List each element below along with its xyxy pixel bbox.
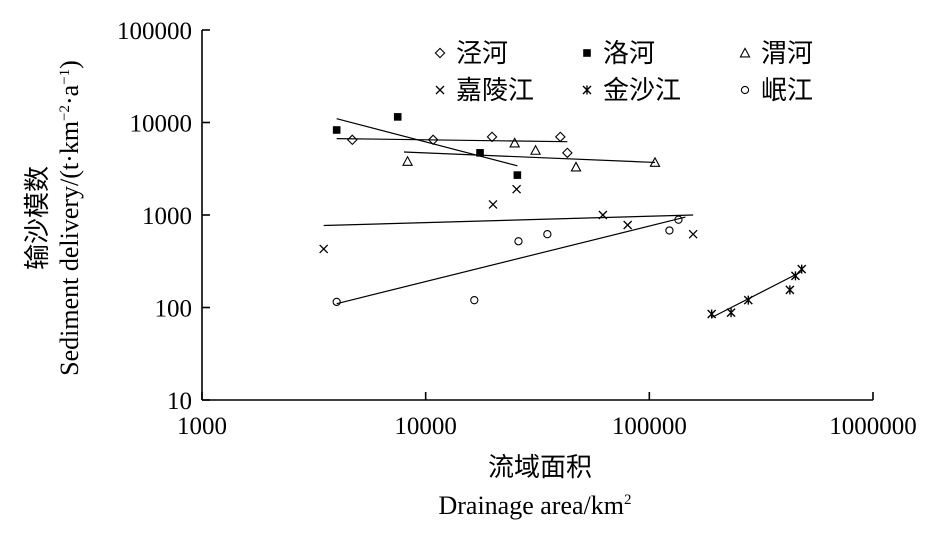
data-point [743,295,753,305]
data-point [319,244,329,254]
data-point [402,155,414,166]
trend-line [336,118,518,167]
legend-marker [582,85,592,95]
legend-label: 洛河 [603,39,655,69]
legend-marker [739,47,751,58]
data-point [570,161,582,172]
data-point [623,220,633,230]
y-tick-label: 1000 [142,203,192,230]
legend-marker [434,47,446,59]
legend-item: 泾河 [434,39,508,69]
data-point [530,144,542,155]
x-tick-label: 1000000 [829,413,917,440]
series-points [319,184,698,254]
data-point [512,184,522,194]
legend-item: 金沙江 [582,76,681,106]
data-point [509,137,521,148]
data-point [486,131,498,143]
trend-line [336,216,686,305]
y-axis-ticks: 10 100 1000 10000 100000 [117,18,210,415]
y-tick-label: 10000 [130,111,193,138]
x-tick-label: 10000 [394,413,457,440]
x-axis-ticks: 1000 10000 100000 1000000 [177,392,917,440]
data-point [649,156,661,167]
data-point [561,147,573,159]
legend-label: 金沙江 [603,76,681,106]
legend-marker [435,85,445,95]
data-point [674,215,683,224]
x-tick-label: 1000 [177,413,227,440]
y-tick-label: 10 [167,388,192,415]
series-points [402,137,661,172]
legend-item: 岷江 [740,76,813,106]
legend-marker [583,49,591,57]
data-point [346,134,358,146]
data-points [319,113,807,319]
data-point [665,226,674,235]
data-point [476,149,484,157]
y-axis-title-cn: 输沙模数 [23,166,53,270]
y-tick-label: 100 [155,296,193,323]
data-point [427,134,439,146]
data-point [785,285,795,295]
legend-label: 渭河 [761,39,813,69]
data-point [513,171,522,179]
data-point [688,229,698,239]
data-point [726,308,736,318]
trend-lines [323,118,802,319]
trend-line [336,137,568,143]
legend-item: 渭河 [739,39,813,69]
legend-item: 嘉陵江 [435,76,534,106]
data-point [332,297,341,307]
y-tick-label: 100000 [117,18,192,45]
x-axis-title-en: Drainage area/km2 [438,491,631,520]
series-points [332,215,683,307]
legend-marker [740,85,750,95]
data-point [488,200,498,209]
series-points [707,264,807,319]
data-point [514,237,523,246]
series-points [332,113,522,179]
x-axis-title-cn: 流域面积 [488,453,592,483]
legend-label: 泾河 [456,39,508,69]
data-point [470,296,479,305]
data-point [707,309,717,319]
data-point [598,210,608,220]
data-point [393,113,402,121]
trend-line [711,270,802,319]
legend-label: 岷江 [761,76,813,106]
data-point [554,131,566,143]
legend-item: 洛河 [583,39,655,69]
trend-line [403,151,656,164]
legend-label: 嘉陵江 [456,76,534,106]
data-point [797,264,807,274]
data-point [543,230,552,239]
series-points [346,131,573,159]
data-point [332,126,341,134]
x-tick-label: 100000 [612,413,687,440]
trend-line [323,214,694,227]
y-axis-title-en: Sediment delivery/(t·km−2·a−1) [55,60,84,376]
